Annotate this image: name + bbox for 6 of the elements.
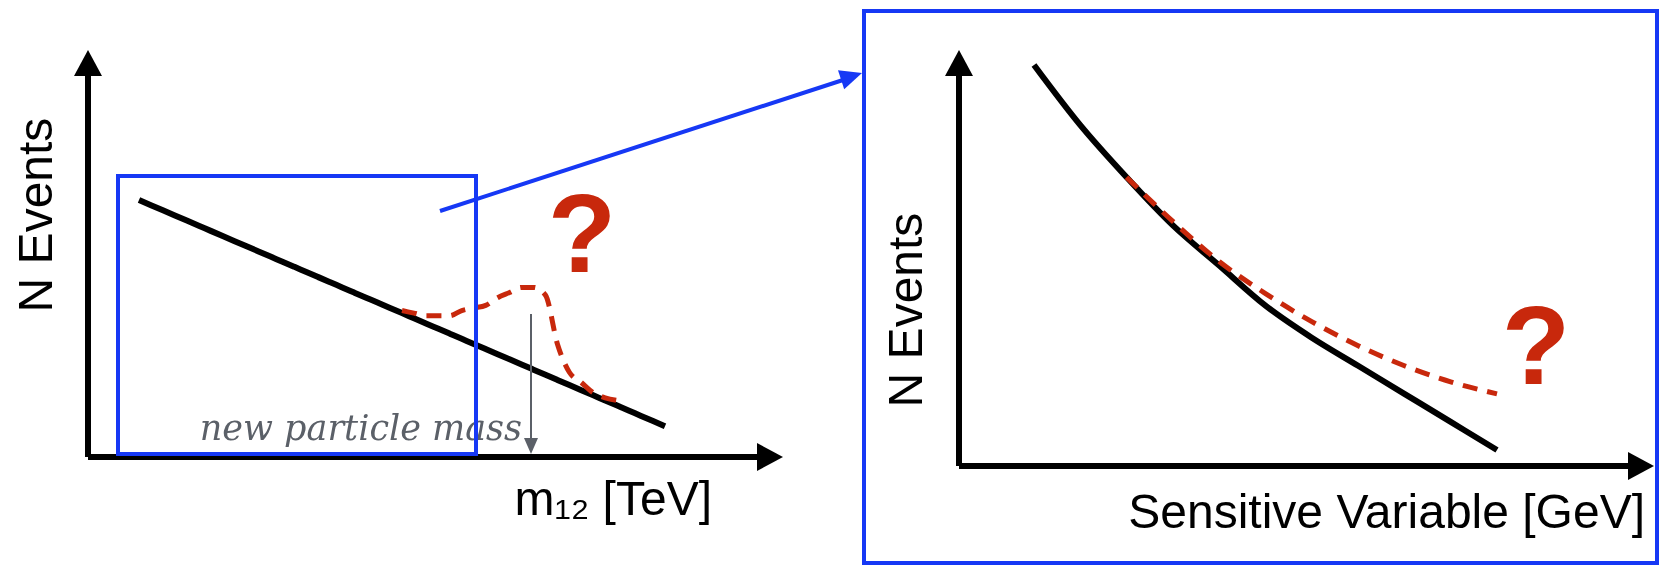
- y-axis-title: N Events: [8, 117, 62, 313]
- x-axis-title: Sensitive Variable [GeV]: [1128, 485, 1645, 538]
- y-axis-title: N Events: [878, 212, 932, 408]
- x-axis-title: m₁₂ [TeV]: [514, 472, 712, 525]
- annotation: ?: [1501, 283, 1571, 408]
- annotation: ?: [547, 171, 617, 296]
